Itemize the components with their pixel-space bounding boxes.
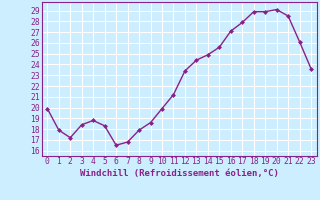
X-axis label: Windchill (Refroidissement éolien,°C): Windchill (Refroidissement éolien,°C) [80, 169, 279, 178]
